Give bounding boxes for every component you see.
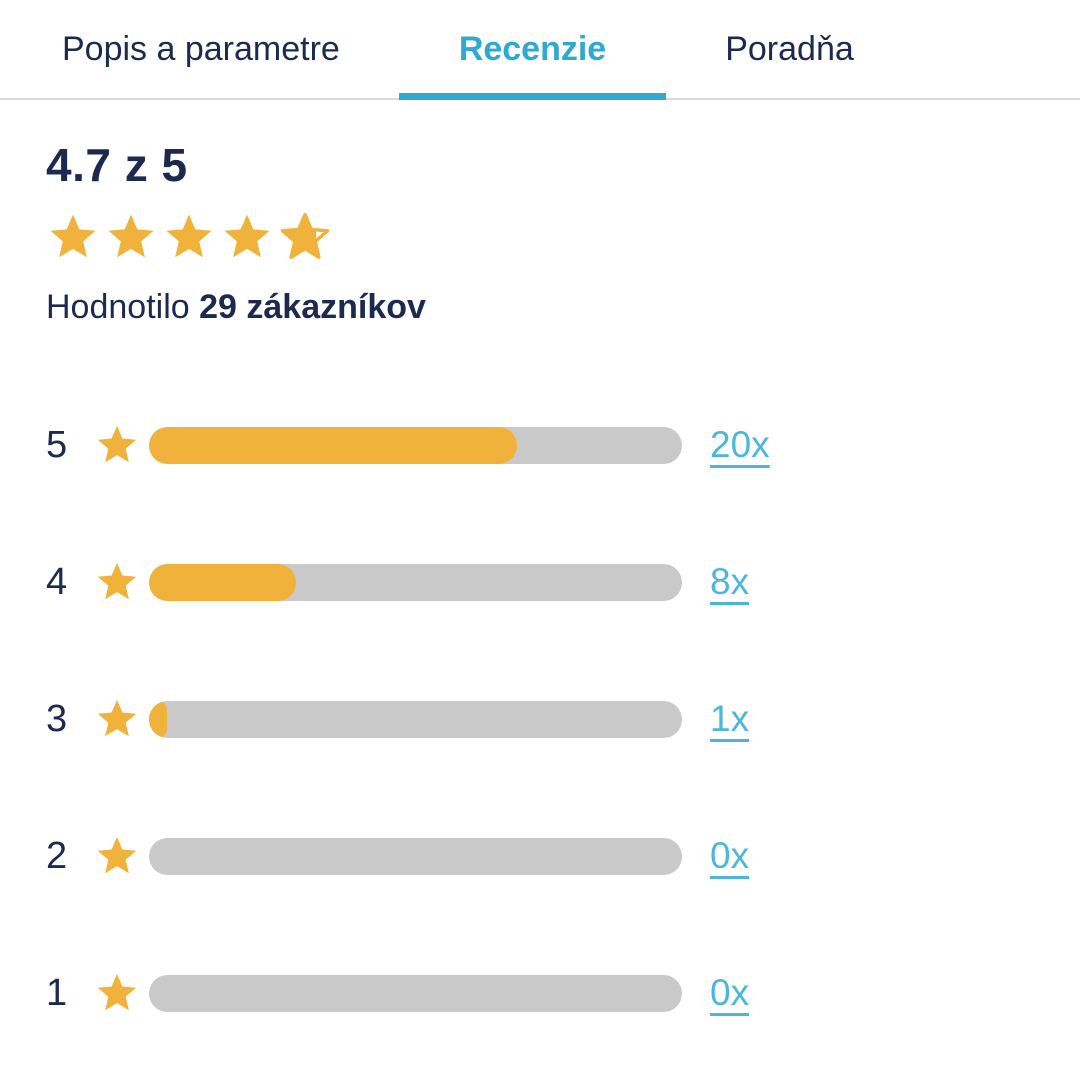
rating-row-label: 1 <box>46 971 68 1014</box>
partial-star-fill <box>278 210 316 264</box>
rating-bar-track <box>149 837 682 875</box>
rating-row-5-stars: 5 20x <box>46 421 1034 469</box>
rating-bar-track <box>149 563 682 601</box>
star-icon <box>94 833 144 879</box>
rating-row-label: 2 <box>46 834 68 877</box>
rating-bar-fill <box>149 563 297 601</box>
star-icon <box>94 559 144 605</box>
average-rating-stars <box>46 208 1034 266</box>
tab-poradna[interactable]: Poradňa <box>725 29 854 68</box>
star-icon <box>94 970 144 1016</box>
star-icon <box>94 696 144 742</box>
rating-row-label: 3 <box>46 697 68 740</box>
tab-recenzie[interactable]: Recenzie <box>398 0 667 100</box>
rating-row-2-stars: 2 0x <box>46 832 1034 880</box>
rating-bar-fill <box>149 700 168 738</box>
average-rating-text: 4.7 z 5 <box>46 139 188 191</box>
rating-count-link[interactable]: 1x <box>710 698 750 739</box>
rating-count-link[interactable]: 8x <box>710 561 750 602</box>
rating-count-link[interactable]: 20x <box>710 424 770 465</box>
star-icon <box>50 214 96 258</box>
rating-row-3-stars: 3 1x <box>46 695 1034 743</box>
review-count-value: 29 zákazníkov <box>199 288 426 326</box>
rating-count-link[interactable]: 0x <box>710 835 750 876</box>
rating-bar-track <box>149 426 682 464</box>
rating-bar-fill <box>149 426 517 464</box>
partial-star-icon <box>278 210 332 264</box>
star-icon <box>166 214 212 258</box>
review-count-line: Hodnotilo 29 zákazníkov <box>46 288 1034 327</box>
rating-bar-track <box>149 974 682 1012</box>
tab-popis-a-parametre[interactable]: Popis a parametre <box>62 29 340 68</box>
rating-row-1-star: 1 0x <box>46 969 1034 1017</box>
rating-row-label: 5 <box>46 423 68 466</box>
star-icon <box>108 214 154 258</box>
rating-bar-track <box>149 700 682 738</box>
review-count-prefix: Hodnotilo <box>46 288 200 326</box>
rating-row-4-stars: 4 8x <box>46 558 1034 606</box>
rating-count-link[interactable]: 0x <box>710 972 750 1013</box>
rating-distribution: 5 20x 4 8x 3 1x 2 <box>46 421 1034 1017</box>
reviews-panel: 4.7 z 5 Hodnotilo 29 zákazníkov 5 20x 4 <box>0 138 1080 1017</box>
tab-bar: Popis a parametre Recenzie Poradňa <box>0 0 1080 100</box>
star-icon <box>94 422 144 468</box>
rating-row-label: 4 <box>46 560 68 603</box>
star-icon <box>224 214 270 258</box>
